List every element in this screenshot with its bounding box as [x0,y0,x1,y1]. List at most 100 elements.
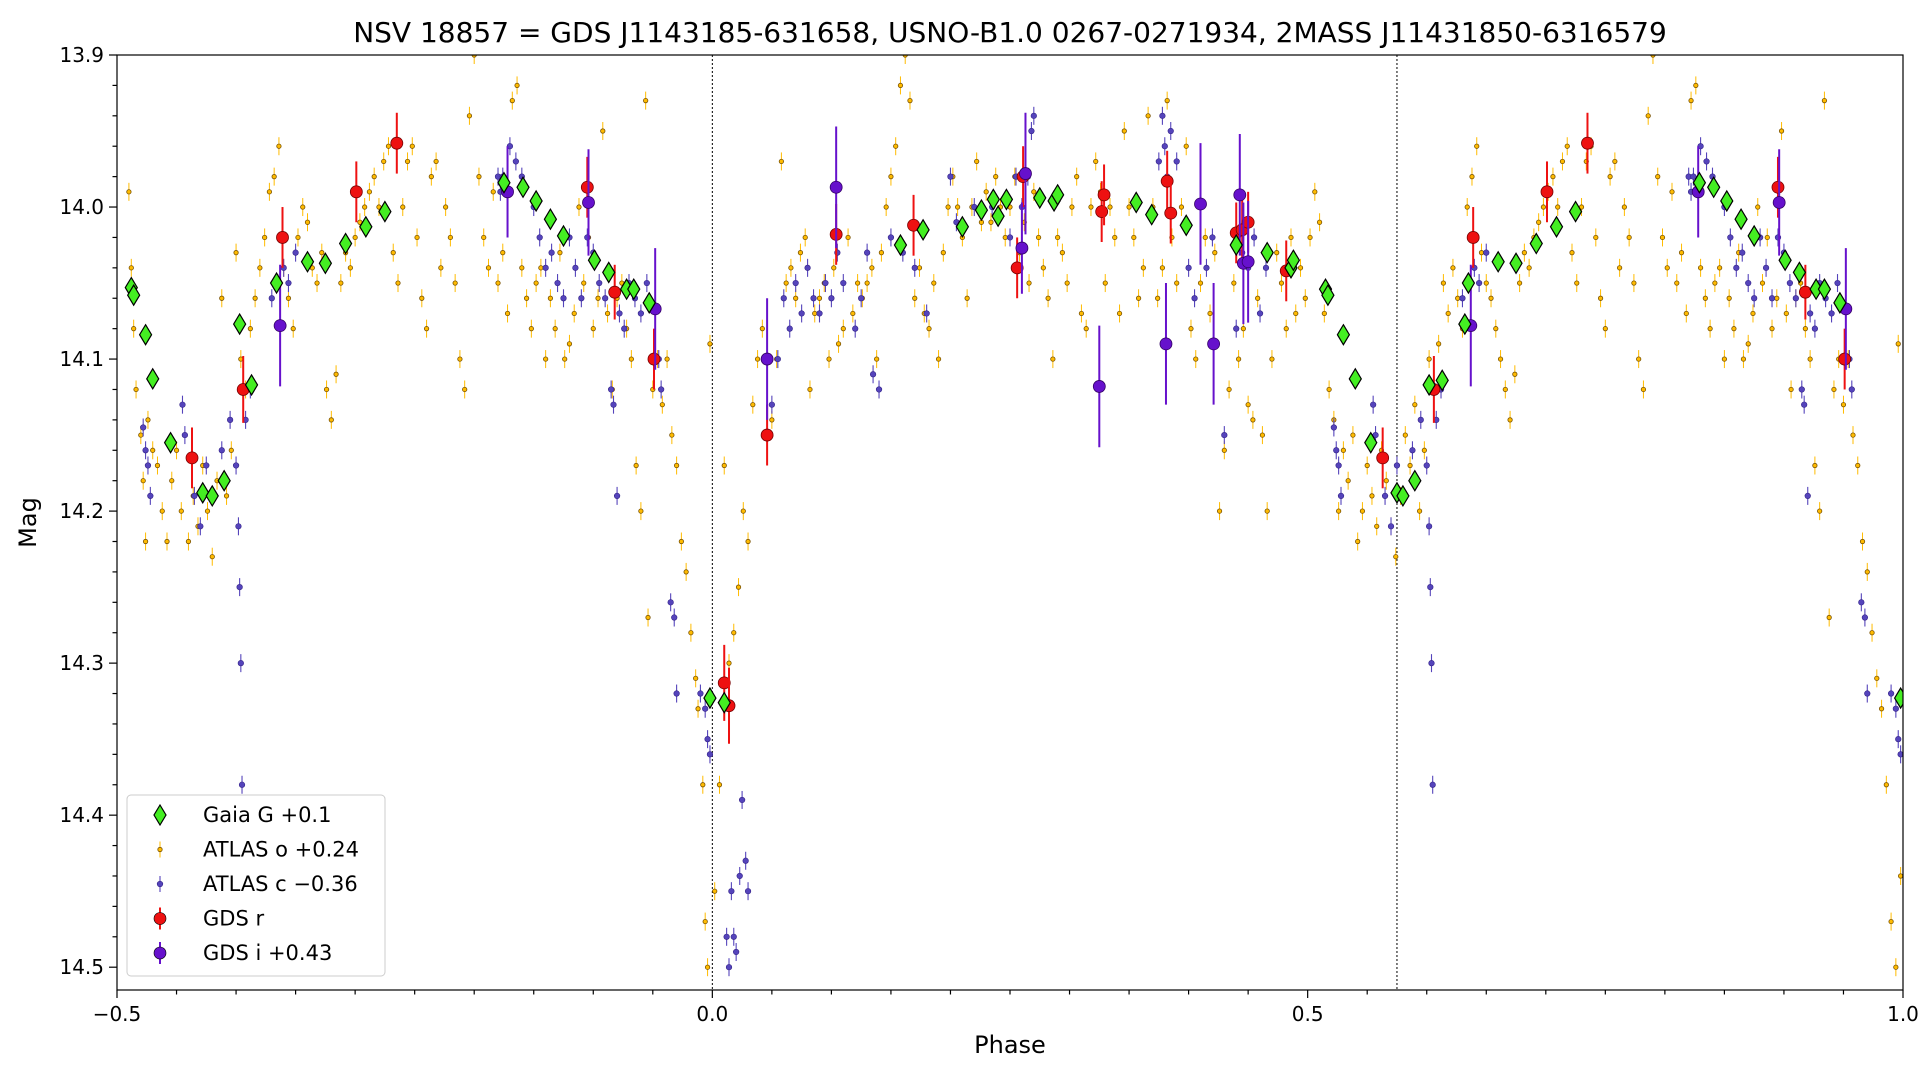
atlas-o-marker [485,265,492,271]
atlas-o-point [581,274,587,293]
atlas-c-point [1429,775,1436,794]
atlas-o-marker [993,174,999,180]
atlas-c-marker [1895,736,1902,743]
atlas-o-marker [1778,128,1785,134]
atlas-c-point [542,258,549,277]
atlas-o-point [1895,334,1901,353]
atlas-c-point [1381,486,1389,505]
gds-i-marker [582,196,595,209]
atlas-c-marker [1733,264,1740,271]
atlas-o-marker [645,614,651,621]
atlas-o-point [276,137,282,156]
atlas-o-marker [131,326,137,332]
atlas-o-marker [271,174,277,180]
atlas-o-point [1821,91,1828,110]
atlas-o-marker [381,158,387,165]
legend-atlas-c-symbol [156,880,164,888]
atlas-c-point [1333,441,1340,460]
atlas-c-point [1798,380,1805,399]
atlas-c-marker [1173,158,1180,165]
atlas-c-point [1685,167,1692,186]
atlas-c-point [774,350,781,369]
atlas-o-point [1302,289,1308,308]
x-axis-title: Phase [974,1031,1046,1059]
atlas-o-point [1374,517,1380,536]
atlas-c-point [181,426,188,445]
atlas-o-marker [1193,356,1199,362]
gaia-g-marker [338,232,353,255]
gaia-g-marker [1336,323,1351,346]
atlas-o-point [590,319,596,338]
atlas-o-point [1088,198,1094,217]
atlas-o-point [604,304,611,323]
atlas-c-point [667,593,674,612]
atlas-o-marker [1107,204,1113,210]
atlas-o-marker [295,234,301,241]
atlas-o-marker [1769,326,1775,332]
atlas-c-point [786,319,793,338]
atlas-o-marker [1031,189,1037,195]
atlas-c-point [144,456,152,475]
gaia-g-marker [1229,233,1243,257]
y-axis: 13.9 14.0 14.1 14.2 14.3 14.4 14.5 [59,43,117,979]
legend: Gaia G +0.1 ATLAS o +0.24 ATLAS c −0.36 GDS… [126,794,386,977]
atlas-c-point [736,866,743,885]
atlas-c-marker [738,796,746,804]
atlas-o-marker [1488,295,1494,301]
atlas-o-marker [581,280,587,286]
atlas-c-point [613,486,621,505]
atlas-o-point [695,699,701,718]
atlas-o-point [1274,243,1280,262]
atlas-o-marker [1812,462,1818,469]
gaia-g-marker [627,277,641,301]
atlas-o-point [754,350,761,369]
atlas-c-marker [1828,310,1835,317]
atlas-o-point [295,228,301,247]
gds-r-marker [1466,231,1480,244]
atlas-c-point [725,958,733,977]
atlas-c-marker [554,279,561,287]
atlas-o-point [693,669,699,688]
atlas-o-marker [228,447,234,453]
gds-r-point [907,194,920,256]
atlas-c-marker [608,386,615,393]
atlas-c-point [742,851,749,870]
atlas-o-point [1464,198,1470,217]
atlas-c-marker [1209,234,1216,241]
atlas-o-point [797,243,804,262]
atlas-c-point [947,167,954,186]
atlas-o-marker [1712,280,1718,286]
atlas-o-point [1612,152,1618,171]
atlas-o-marker [262,234,268,241]
atlas-c-point [1387,517,1395,536]
atlas-c-marker [1030,112,1037,119]
atlas-o-marker [1197,280,1204,286]
atlas-o-point [1697,258,1704,277]
atlas-o-marker [443,204,449,210]
atlas-c-point [1834,274,1841,293]
atlas-o-point [1597,289,1604,308]
atlas-c-marker [1191,295,1198,302]
gaia-g-marker [1144,203,1159,226]
atlas-o-marker [1383,478,1389,484]
atlas-o-marker [1450,265,1456,271]
atlas-o-marker [1783,310,1789,317]
atlas-o-point [678,532,684,551]
atlas-o-point [645,608,651,627]
atlas-c-point [733,942,740,961]
atlas-o-marker [912,295,918,301]
atlas-o-point [1517,274,1523,293]
atlas-o-point [438,258,444,277]
gds-r-marker [760,428,774,442]
gaia-g-marker [602,261,616,284]
atlas-c-marker [1801,401,1808,408]
atlas-o-point [1064,274,1070,293]
atlas-o-point [735,578,742,597]
gds-r-marker [1771,180,1785,194]
atlas-o-marker [1864,569,1870,575]
gaia-g-marker [999,188,1014,211]
atlas-o-marker [1240,326,1246,332]
atlas-c-marker [1167,127,1174,135]
atlas-o-point [1402,426,1408,445]
gds-i-point [1241,200,1255,323]
